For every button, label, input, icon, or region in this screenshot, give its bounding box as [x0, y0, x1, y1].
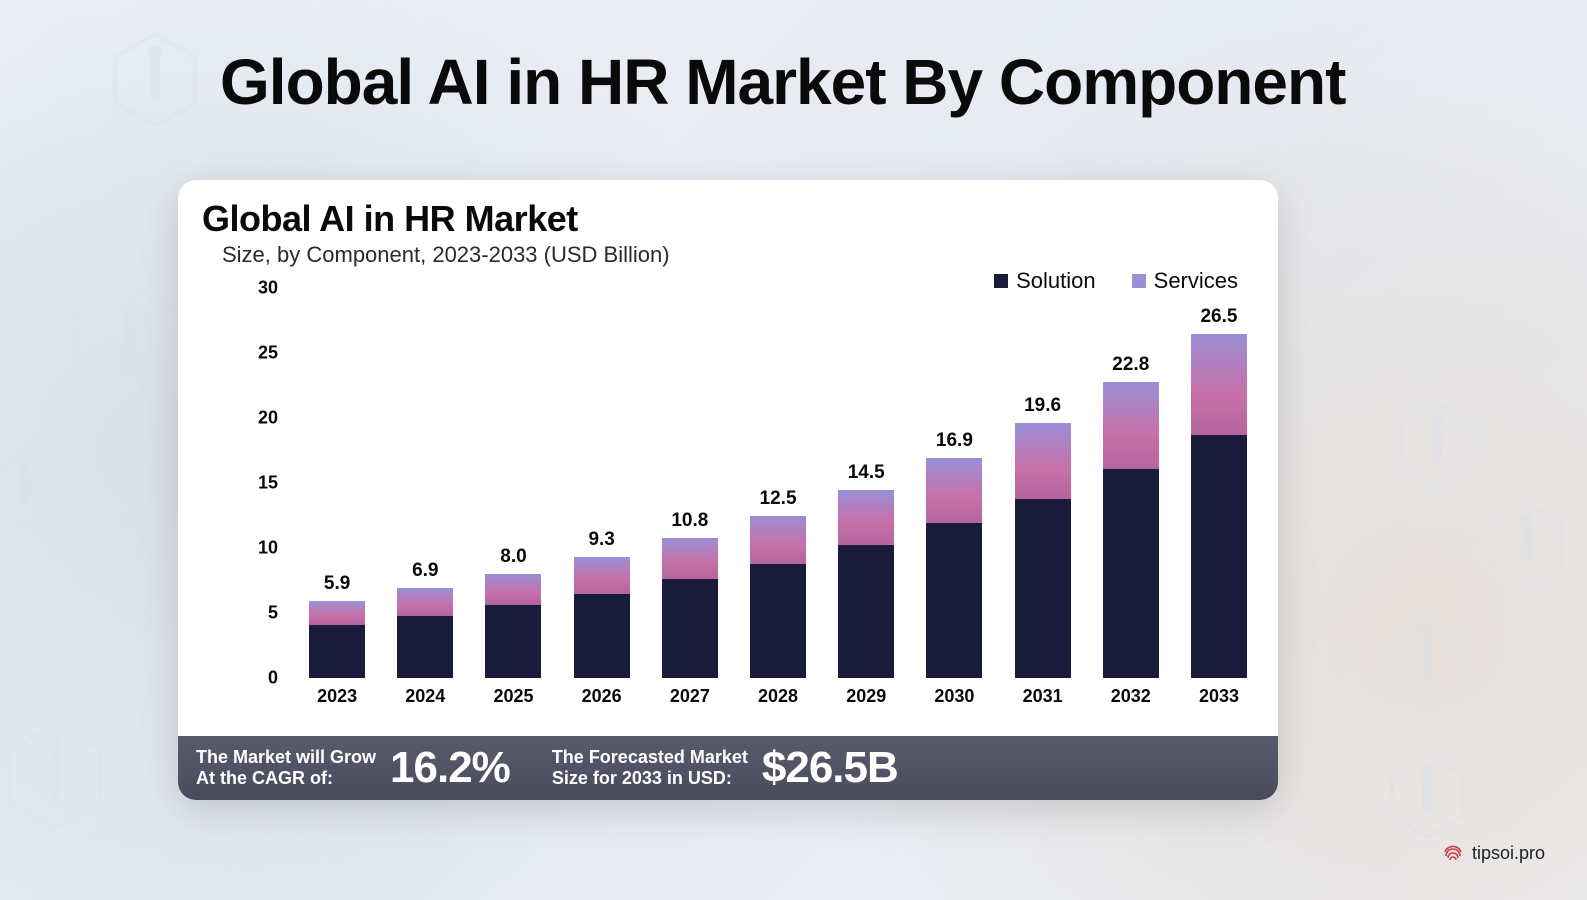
x-tick-label: 2030 — [925, 686, 983, 707]
bar-stack — [926, 458, 982, 678]
bar-value-label: 9.3 — [588, 529, 614, 551]
legend-swatch-solution — [994, 274, 1008, 288]
bar-segment-services — [485, 574, 541, 605]
bar-segment-services — [662, 538, 718, 580]
brand-logo: tipsoi.pro — [1442, 842, 1545, 864]
bar-value-label: 26.5 — [1200, 306, 1237, 328]
bar-segment-solution — [574, 594, 630, 679]
chart-plot-area: 051015202530 5.96.98.09.310.812.514.516.… — [238, 288, 1248, 678]
bar-segment-services — [926, 458, 982, 523]
bar-segment-solution — [926, 523, 982, 678]
bar-column: 12.5 — [749, 488, 807, 678]
bar-stack — [1191, 334, 1247, 678]
bar-segment-solution — [750, 564, 806, 678]
y-tick-label: 20 — [258, 408, 278, 429]
bar-column: 9.3 — [573, 529, 631, 678]
footer-cagr-label: The Market will Grow At the CAGR of: — [196, 747, 376, 788]
hex-decoration — [70, 280, 190, 414]
x-tick-label: 2025 — [484, 686, 542, 707]
x-tick-label: 2026 — [573, 686, 631, 707]
x-tick-label: 2029 — [837, 686, 895, 707]
bar-column: 6.9 — [396, 560, 454, 678]
bar-segment-services — [750, 516, 806, 564]
bar-column: 16.9 — [925, 430, 983, 678]
y-tick-label: 10 — [258, 538, 278, 559]
bar-column: 5.9 — [308, 573, 366, 678]
bar-stack — [485, 574, 541, 678]
bar-value-label: 22.8 — [1112, 354, 1149, 376]
brand-name: tipsoi.pro — [1472, 843, 1545, 864]
y-tick-label: 25 — [258, 343, 278, 364]
y-tick-label: 5 — [268, 603, 278, 624]
footer-cagr-value: 16.2% — [390, 743, 510, 793]
hex-decoration — [110, 30, 200, 130]
y-tick-label: 15 — [258, 473, 278, 494]
bar-segment-solution — [1103, 469, 1159, 678]
bar-segment-solution — [662, 579, 718, 678]
bar-stack — [1015, 423, 1071, 678]
legend-swatch-services — [1132, 274, 1146, 288]
bar-value-label: 14.5 — [848, 462, 885, 484]
chart-footer: The Market will Grow At the CAGR of: 16.… — [178, 736, 1278, 800]
footer-forecast-value: $26.5B — [762, 743, 898, 793]
chart-title: Global AI in HR Market — [202, 198, 578, 240]
bar-segment-solution — [397, 616, 453, 678]
y-axis-labels: 051015202530 — [238, 288, 282, 678]
bar-segment-services — [1191, 334, 1247, 435]
bar-column: 26.5 — [1190, 306, 1248, 678]
bar-stack — [397, 588, 453, 678]
x-tick-label: 2033 — [1190, 686, 1248, 707]
bar-segment-solution — [838, 545, 894, 678]
bar-value-label: 5.9 — [324, 573, 350, 595]
x-tick-label: 2024 — [396, 686, 454, 707]
bar-segment-solution — [485, 605, 541, 678]
x-tick-label: 2028 — [749, 686, 807, 707]
y-tick-label: 30 — [258, 278, 278, 299]
bars-container: 5.9 6.9 8.0 9.3 10.8 12.5 14.5 16.9 19.6 22.8 26.5 — [308, 288, 1248, 678]
y-tick-label: 0 — [268, 668, 278, 689]
bar-stack — [574, 557, 630, 678]
bar-stack — [750, 516, 806, 678]
bar-segment-services — [397, 588, 453, 615]
bar-segment-solution — [1191, 435, 1247, 678]
bar-column: 8.0 — [484, 546, 542, 678]
bar-segment-services — [838, 490, 894, 546]
hex-decoration — [5, 720, 105, 832]
hex-decoration — [0, 450, 60, 530]
x-tick-label: 2032 — [1102, 686, 1160, 707]
bar-segment-services — [1103, 382, 1159, 469]
hex-decoration — [1387, 620, 1467, 710]
bar-segment-services — [1015, 423, 1071, 498]
bar-value-label: 16.9 — [936, 430, 973, 452]
bar-segment-services — [309, 601, 365, 624]
hex-decoration — [1397, 400, 1477, 490]
bar-value-label: 6.9 — [412, 560, 438, 582]
chart-card: Global AI in HR Market Size, by Componen… — [178, 180, 1278, 800]
hex-decoration — [1387, 750, 1467, 840]
bar-value-label: 8.0 — [500, 546, 526, 568]
bar-value-label: 12.5 — [760, 488, 797, 510]
bar-segment-solution — [1015, 499, 1071, 678]
bar-stack — [309, 601, 365, 678]
bar-segment-services — [574, 557, 630, 593]
bar-stack — [1103, 382, 1159, 678]
bar-column: 10.8 — [661, 510, 719, 678]
fingerprint-icon — [1442, 842, 1464, 864]
bar-stack — [838, 490, 894, 678]
footer-forecast-label: The Forecasted Market Size for 2033 in U… — [552, 747, 748, 788]
x-axis-labels: 2023 2024 2025 2026 2027 2028 2029 2030 2031 2032… — [308, 686, 1248, 707]
x-tick-label: 2031 — [1014, 686, 1072, 707]
x-tick-label: 2027 — [661, 686, 719, 707]
chart-subtitle: Size, by Component, 2023-2033 (USD Billi… — [222, 242, 670, 268]
bar-value-label: 10.8 — [671, 510, 708, 532]
hex-decoration — [1487, 500, 1567, 590]
bar-column: 19.6 — [1014, 395, 1072, 678]
bar-column: 14.5 — [837, 462, 895, 678]
bar-stack — [662, 538, 718, 678]
x-tick-label: 2023 — [308, 686, 366, 707]
bar-segment-solution — [309, 625, 365, 678]
bar-value-label: 19.6 — [1024, 395, 1061, 417]
bar-column: 22.8 — [1102, 354, 1160, 678]
page-title: Global AI in HR Market By Component — [220, 45, 1345, 119]
